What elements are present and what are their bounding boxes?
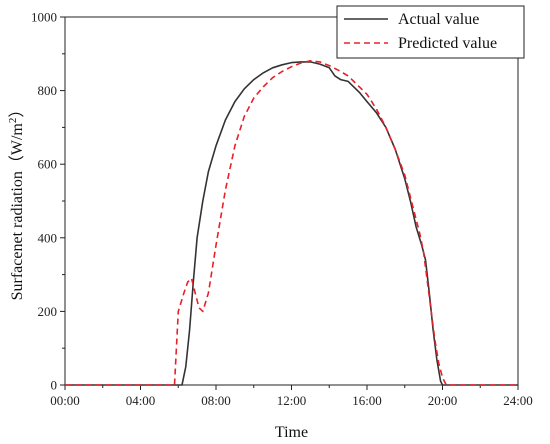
predicted-value-line (65, 60, 518, 386)
y-tick-label: 400 (38, 230, 58, 245)
y-tick-label: 800 (38, 83, 58, 98)
actual-value-line (65, 61, 518, 386)
x-tick-label: 08:00 (201, 393, 231, 408)
plot-frame (64, 16, 519, 386)
y-axis-title: Surfacenet radiation（W/m2） (7, 102, 26, 301)
legend-label-actual: Actual value (398, 11, 479, 28)
y-tick-label: 200 (38, 304, 58, 319)
x-axis: 00:00 04:00 08:00 12:00 16:00 20:00 24:00 (50, 385, 533, 408)
y-tick-label: 600 (38, 157, 58, 172)
y-tick-label: 1000 (31, 10, 57, 25)
legend-label-predicted: Predicted value (398, 35, 497, 52)
y-tick-label: 0 (51, 378, 58, 393)
x-tick-label: 24:00 (503, 393, 533, 408)
y-axis-title-end: ） (8, 102, 26, 118)
x-axis-title: Time (275, 424, 308, 441)
series-layer (65, 60, 518, 386)
x-tick-label: 04:00 (126, 393, 156, 408)
x-tick-label: 20:00 (428, 393, 458, 408)
legend-box (336, 5, 525, 59)
y-axis-title-superscript: 2 (7, 118, 19, 124)
y-axis-title-main: Surfacenet radiation（W/m (8, 123, 26, 301)
x-tick-label: 12:00 (277, 393, 307, 408)
y-axis: 0 200 400 600 800 1000 (31, 10, 65, 393)
x-tick-label: 00:00 (50, 393, 80, 408)
x-tick-label: 16:00 (352, 393, 382, 408)
legend: Actual value Predicted value (336, 5, 525, 59)
